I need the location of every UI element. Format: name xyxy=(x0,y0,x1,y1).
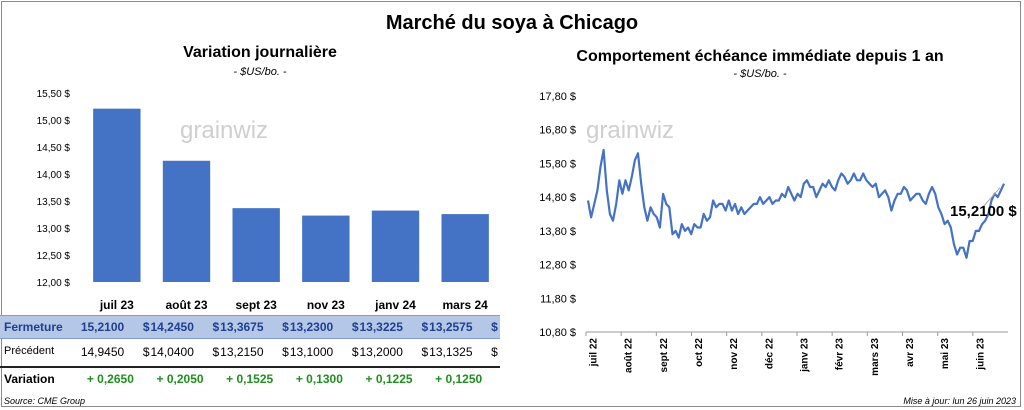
x-tick-label: mars 24 xyxy=(442,298,488,312)
currency-symbol: $ xyxy=(351,320,359,334)
currency-symbol: $ xyxy=(282,345,289,359)
main-title: Marché du soya à Chicago xyxy=(385,12,639,34)
currency-symbol: $ xyxy=(212,345,220,359)
y-tick-label: 13,50 $ xyxy=(37,197,71,208)
currency-symbol: $ xyxy=(351,345,359,359)
currency-symbol: $ xyxy=(421,320,429,334)
x-tick-label: juil 22 xyxy=(589,338,600,368)
x-tick-label: sept 22 xyxy=(659,338,670,373)
line-chart: grainwiz 10,80 $ 11,80 $ 12,80 $ 13,80 $ 14,… xyxy=(539,91,1017,376)
row-label: Fermeture xyxy=(4,320,63,334)
y-tick-label: 13,00 $ xyxy=(37,224,71,235)
table-cell: 13,2300 xyxy=(289,320,334,334)
table-cell: 13,3225 xyxy=(359,320,403,334)
table-cell: + 0,2050 xyxy=(156,372,204,386)
table-cell: + 0,1250 xyxy=(435,372,483,386)
x-tick-label: janv 23 xyxy=(800,338,811,373)
y-tick-label: 17,80 $ xyxy=(539,91,576,103)
table-cell: 13,2000 xyxy=(359,345,403,359)
table-cell: 14,2450 xyxy=(150,320,194,334)
currency-symbol: $ xyxy=(282,320,289,334)
y-tick-label: 11,80 $ xyxy=(540,293,576,305)
bar-chart: grainwiz 12,00 $ 12,50 $ 13,00 $ 13,50 $ 14,… xyxy=(37,89,489,312)
table-cell: 13,2575 xyxy=(429,320,473,334)
table-cell: 13,2150 xyxy=(220,345,264,359)
table-cell: 14,9450 xyxy=(80,345,125,359)
bar xyxy=(232,208,280,282)
price-series-line xyxy=(586,148,1005,259)
bar xyxy=(162,160,211,282)
bar xyxy=(302,215,350,282)
table-cell: 14,0400 xyxy=(150,345,194,359)
currency-symbol: $ xyxy=(212,320,220,334)
y-tick-label: 13,80 $ xyxy=(539,226,576,238)
x-tick-label: juil 23 xyxy=(99,298,134,312)
x-tick-label: sept 23 xyxy=(235,298,277,312)
row-label: Variation xyxy=(4,372,55,386)
x-tick-label: avr 23 xyxy=(905,338,916,367)
table-row-variation: Variation + 0,2650 + 0,2050 + 0,1525 + 0,13… xyxy=(0,366,500,390)
y-tick-label: 10,80 $ xyxy=(539,327,576,339)
currency-symbol: $ xyxy=(491,345,498,359)
table-cell: 13,3675 xyxy=(220,320,264,334)
x-tick-label: août 23 xyxy=(165,298,207,312)
x-tick-label: oct 22 xyxy=(694,338,705,367)
y-tick-label: 15,00 $ xyxy=(37,116,71,127)
currency-symbol: $ xyxy=(491,320,498,334)
bar xyxy=(441,214,489,282)
table-cell: 15,2100 xyxy=(80,320,125,334)
x-tick-label: nov 23 xyxy=(307,298,345,312)
line-chart-unit: - $US/bo. - xyxy=(733,68,787,80)
x-tick-label: janv 24 xyxy=(374,298,416,312)
last-value-leader xyxy=(981,187,1001,209)
table-cell: 13,1000 xyxy=(289,345,334,359)
update-note: Mise à jour: lun 26 juin 2023 xyxy=(903,396,1016,406)
y-tick-label: 14,80 $ xyxy=(539,192,576,204)
y-tick-label: 16,80 $ xyxy=(539,125,576,137)
table-row-close: Fermeture 15,2100 $14,2450 $13,3675 $13,230… xyxy=(0,315,500,339)
currency-symbol: $ xyxy=(421,345,429,359)
x-tick-label: juin 23 xyxy=(975,338,986,371)
x-tick-label: août 22 xyxy=(624,338,635,373)
bar xyxy=(371,210,420,282)
currency-symbol: $ xyxy=(142,320,150,334)
x-tick-label: déc 22 xyxy=(764,338,775,370)
y-tick-label: 12,80 $ xyxy=(539,260,576,272)
bar-chart-unit: - $US/bo. - xyxy=(233,66,287,78)
last-value-label: 15,2100 $ xyxy=(950,203,1017,220)
x-tick-label: mars 23 xyxy=(870,338,881,376)
table-cell: 13,1325 xyxy=(429,345,473,359)
y-tick-label: 15,50 $ xyxy=(37,89,71,100)
y-tick-label: 12,00 $ xyxy=(37,278,71,289)
y-tick-label: 12,50 $ xyxy=(37,251,71,262)
x-tick-label: févr 23 xyxy=(835,338,846,371)
x-tick-label: nov 22 xyxy=(729,338,740,370)
currency-symbol: $ xyxy=(142,345,150,359)
bar-chart-title: Variation journalière xyxy=(183,44,337,61)
source-note: Source: CME Group xyxy=(4,396,86,406)
table-cell: + 0,2650 xyxy=(86,372,134,386)
y-tick-label: 15,80 $ xyxy=(539,158,576,170)
bar xyxy=(93,108,141,282)
table-cell: + 0,1225 xyxy=(365,372,413,386)
table-row-previous: Précédent 14,9450 $14,0400 $13,2150 $13,100… xyxy=(0,341,500,363)
x-tick-label: mai 23 xyxy=(940,338,951,370)
row-label: Précédent xyxy=(4,345,55,357)
watermark-logo: grainwiz xyxy=(586,117,674,144)
table-cell: + 0,1300 xyxy=(295,372,343,386)
table-cell: + 0,1525 xyxy=(226,372,274,386)
y-tick-label: 14,50 $ xyxy=(37,143,71,154)
watermark-logo: grainwiz xyxy=(180,117,268,144)
y-tick-label: 14,00 $ xyxy=(37,170,71,181)
line-chart-title: Comportement échéance immédiate depuis 1… xyxy=(576,48,944,65)
